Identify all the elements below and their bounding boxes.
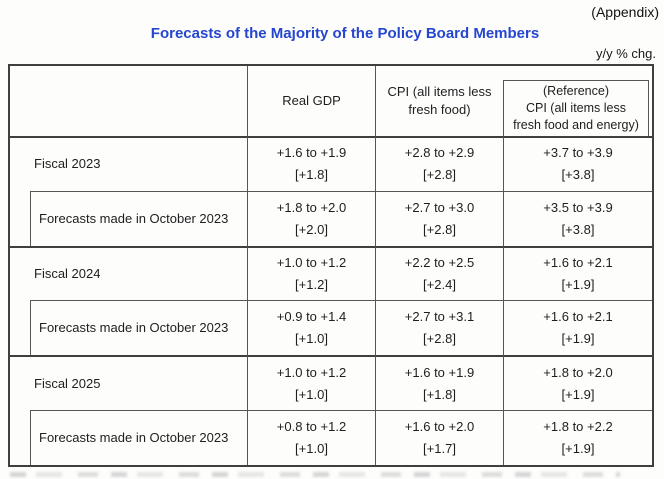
header-empty-cell	[10, 66, 247, 136]
forecast-range: +1.6 to +1.9	[404, 364, 475, 380]
cell-reference: +3.5 to +3.9 [+3.8]	[503, 190, 652, 246]
cell-cpi: +2.7 to +3.1 [+2.8]	[375, 300, 503, 356]
forecast-median: [+2.8]	[423, 331, 456, 347]
forecast-median: [+2.8]	[423, 167, 456, 183]
header-line: fresh food and energy)	[513, 118, 639, 132]
forecast-range: +1.6 to +2.0	[404, 419, 475, 435]
cell-cpi: +1.6 to +1.9 [+1.8]	[375, 355, 503, 411]
cell-gdp: +1.0 to +1.2 [+1.0]	[247, 355, 375, 411]
cell-cpi: +2.7 to +3.0 [+2.8]	[375, 190, 503, 246]
forecast-median: [+3.8]	[561, 167, 595, 183]
cell-gdp: +0.8 to +1.2 [+1.0]	[247, 410, 375, 465]
october-forecast-box: Forecasts made in October 2023	[30, 410, 247, 465]
header-line: CPI (all items less	[525, 101, 627, 115]
forecast-median: [+1.9]	[561, 441, 595, 457]
forecast-median: [+1.8]	[295, 167, 328, 183]
forecast-median: [+1.0]	[295, 331, 328, 347]
october-forecast-box: Forecasts made in October 2023	[30, 300, 247, 356]
forecast-range: +0.9 to +1.4	[276, 309, 347, 325]
row-label-october-forecast: Forecasts made in October 2023	[10, 410, 247, 465]
forecast-median: [+2.4]	[423, 277, 456, 293]
forecast-table: Real GDP CPI (all items less fresh food)…	[8, 64, 654, 467]
forecast-median: [+1.0]	[295, 441, 328, 457]
cell-gdp: +1.6 to +1.9 [+1.8]	[247, 136, 375, 191]
header-line: CPI (all items less	[387, 84, 492, 99]
row-label-october-forecast: Forecasts made in October 2023	[10, 190, 247, 246]
forecast-range: +2.2 to +2.5	[404, 255, 475, 271]
october-forecast-box: Forecasts made in October 2023	[30, 190, 247, 246]
forecast-range: +1.8 to +2.0	[543, 364, 613, 380]
header-cpi: CPI (all items less fresh food)	[375, 66, 503, 136]
cell-reference: +1.6 to +2.1 [+1.9]	[503, 300, 652, 356]
header-line: fresh food)	[408, 102, 471, 117]
cell-cpi: +2.8 to +2.9 [+2.8]	[375, 136, 503, 191]
forecast-range: +2.7 to +3.1	[404, 309, 475, 325]
forecast-range: +3.5 to +3.9	[543, 199, 613, 215]
october-forecast-label: Forecasts made in October 2023	[39, 320, 229, 336]
header-real-gdp: Real GDP	[247, 66, 375, 136]
forecast-median: [+2.0]	[295, 221, 328, 237]
cell-reference: +3.7 to +3.9 [+3.8]	[503, 136, 652, 191]
forecast-range: +1.6 to +2.1	[543, 309, 613, 325]
header-line: (Reference)	[543, 84, 609, 98]
fiscal-year-label: Fiscal 2024	[34, 266, 101, 282]
forecast-range: +1.0 to +1.2	[276, 255, 347, 271]
forecast-range: +1.6 to +1.9	[276, 145, 347, 161]
cutoff-note-smudge	[10, 472, 620, 477]
cell-gdp: +1.8 to +2.0 [+2.0]	[247, 190, 375, 246]
forecast-range: +1.8 to +2.0	[276, 199, 347, 215]
forecast-median: [+1.2]	[295, 277, 328, 293]
forecast-range: +2.7 to +3.0	[404, 199, 475, 215]
fiscal-year-label: Fiscal 2025	[34, 375, 101, 391]
fiscal-year-label: Fiscal 2023	[34, 156, 101, 172]
cell-gdp: +1.0 to +1.2 [+1.2]	[247, 245, 375, 301]
header-line: Real GDP	[282, 93, 341, 108]
row-label-fiscal-2023: Fiscal 2023	[10, 136, 247, 191]
row-label-october-forecast: Forecasts made in October 2023	[10, 300, 247, 356]
cell-cpi: +1.6 to +2.0 [+1.7]	[375, 410, 503, 465]
forecast-median: [+1.9]	[561, 386, 595, 402]
cell-reference: +1.6 to +2.1 [+1.9]	[503, 245, 652, 301]
cell-reference: +1.8 to +2.2 [+1.9]	[503, 410, 652, 465]
unit-label: y/y % chg.	[596, 46, 656, 61]
forecast-range: +3.7 to +3.9	[543, 145, 613, 161]
cell-gdp: +0.9 to +1.4 [+1.0]	[247, 300, 375, 356]
forecast-median: [+1.7]	[423, 441, 456, 457]
forecast-median: [+2.8]	[423, 221, 456, 237]
row-label-fiscal-2024: Fiscal 2024	[10, 245, 247, 301]
row-label-fiscal-2025: Fiscal 2025	[10, 355, 247, 410]
forecast-range: +2.8 to +2.9	[404, 145, 475, 161]
page-title: Forecasts of the Majority of the Policy …	[150, 25, 540, 42]
forecast-median: [+1.9]	[561, 331, 595, 347]
october-forecast-label: Forecasts made in October 2023	[39, 210, 229, 226]
forecast-range: +1.0 to +1.2	[276, 364, 347, 380]
reference-header-box: (Reference) CPI (all items less fresh fo…	[503, 80, 649, 136]
forecast-median: [+1.0]	[295, 386, 328, 402]
forecast-range: +1.8 to +2.2	[543, 419, 613, 435]
appendix-label: (Appendix)	[591, 4, 659, 20]
cell-cpi: +2.2 to +2.5 [+2.4]	[375, 245, 503, 301]
header-reference: (Reference) CPI (all items less fresh fo…	[503, 66, 652, 136]
forecast-median: [+1.8]	[423, 386, 456, 402]
forecast-range: +1.6 to +2.1	[543, 255, 613, 271]
forecast-median: [+3.8]	[561, 221, 595, 237]
forecast-range: +0.8 to +1.2	[276, 419, 347, 435]
forecast-median: [+1.9]	[561, 277, 595, 293]
cell-reference: +1.8 to +2.0 [+1.9]	[503, 355, 652, 411]
october-forecast-label: Forecasts made in October 2023	[39, 430, 229, 446]
